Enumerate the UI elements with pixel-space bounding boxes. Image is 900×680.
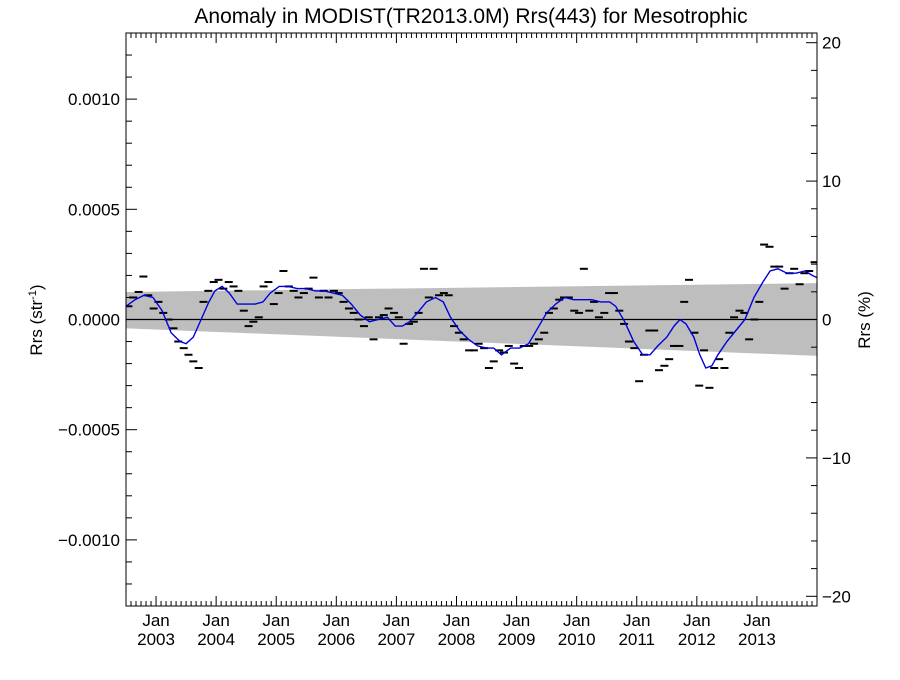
x-tick-month-label-6: Jan bbox=[503, 611, 530, 630]
x-tick-year-label-10: 2013 bbox=[738, 630, 776, 649]
x-tick-month-label-2: Jan bbox=[263, 611, 290, 630]
x-tick-year-label-8: 2011 bbox=[618, 630, 655, 649]
x-tick-month-label-0: Jan bbox=[142, 611, 169, 630]
x-tick-month-label-7: Jan bbox=[563, 611, 590, 630]
x-tick-year-label-5: 2008 bbox=[438, 630, 476, 649]
x-tick-month-label-5: Jan bbox=[443, 611, 470, 630]
y-tick-label-3: 0.0005 bbox=[68, 200, 120, 219]
x-tick-year-label-9: 2012 bbox=[678, 630, 716, 649]
x-tick-year-label-2: 2005 bbox=[257, 630, 295, 649]
y-tick-label-1: −0.0005 bbox=[58, 421, 120, 440]
x-tick-year-label-7: 2010 bbox=[558, 630, 596, 649]
x-tick-year-label-6: 2009 bbox=[498, 630, 536, 649]
y-right-tick-label-4: 20 bbox=[822, 34, 841, 53]
y-axis-label-superscript: -1 bbox=[27, 290, 39, 300]
x-tick-year-label-3: 2006 bbox=[317, 630, 355, 649]
y-right-tick-label-3: 10 bbox=[822, 172, 841, 191]
x-tick-month-label-9: Jan bbox=[683, 611, 710, 630]
y-right-tick-label-0: −20 bbox=[822, 587, 851, 606]
y-axis-label-right: Rrs (%) bbox=[855, 291, 874, 349]
y-axis-label-left: Rrs (str-1) bbox=[27, 284, 46, 355]
y-right-tick-label-1: −10 bbox=[822, 449, 851, 468]
x-tick-year-label-0: 2003 bbox=[137, 630, 175, 649]
y-tick-label-4: 0.0010 bbox=[68, 90, 120, 109]
y-tick-label-0: −0.0010 bbox=[58, 531, 120, 550]
x-tick-year-label-1: 2004 bbox=[197, 630, 235, 649]
x-tick-month-label-3: Jan bbox=[323, 611, 350, 630]
y-right-tick-label-2: 0 bbox=[822, 311, 831, 330]
x-tick-month-label-10: Jan bbox=[743, 611, 770, 630]
x-tick-month-label-8: Jan bbox=[623, 611, 650, 630]
chart-title: Anomaly in MODIST(TR2013.0M) Rrs(443) fo… bbox=[194, 5, 747, 28]
x-tick-year-label-4: 2007 bbox=[377, 630, 415, 649]
x-tick-month-label-4: Jan bbox=[383, 611, 410, 630]
y-tick-label-2: 0.0000 bbox=[68, 311, 120, 330]
smoothed-anomaly-line bbox=[126, 268, 817, 369]
x-tick-month-label-1: Jan bbox=[202, 611, 229, 630]
